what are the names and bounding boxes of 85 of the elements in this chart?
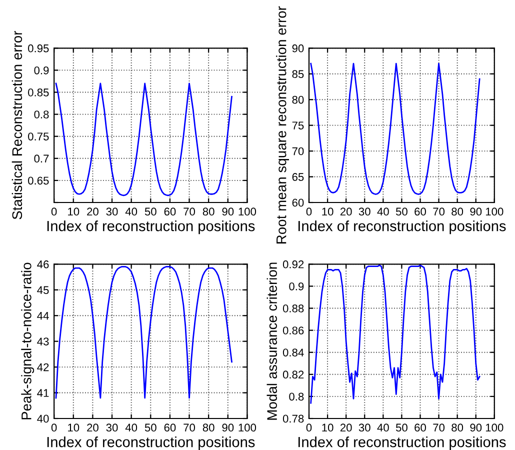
x-tick-label: 60 [164,424,176,432]
x-tick-label: 80 [452,424,464,432]
x-tick-label: 30 [358,424,370,432]
x-tick-label: 80 [202,424,214,432]
x-tick-label: 100 [486,208,504,216]
y-tick-label: 46 [37,260,49,268]
x-tick-label: 10 [68,424,80,432]
x-tick-label: 20 [340,424,352,432]
line-series [55,266,232,399]
y-axis-title: Peak-signal-to-noice-ratio [21,262,34,420]
x-tick-label: 30 [106,208,118,216]
x-tick-label: 10 [322,424,334,432]
y-tick-label: 0.84 [282,348,304,356]
y-tick-label: 0.75 [28,132,49,140]
x-tick-label: 100 [238,424,256,432]
y-tick-label: 80 [292,96,304,104]
y-tick-label: 0.9 [34,66,49,74]
y-tick-label: 40 [37,414,49,423]
y-tick-label: 0.86 [282,326,304,334]
y-tick-label: 90 [292,44,304,52]
x-tick-label: 20 [87,424,98,432]
y-tick-label: 85 [292,70,304,78]
x-tick-label: 80 [202,208,214,216]
x-tick-label: 50 [144,424,156,432]
x-axis-title: Index of reconstruction positions [298,220,506,234]
y-tick-label: 70 [292,147,304,156]
y-tick-label: 44 [37,312,49,320]
y-tick-label: 0.9 [289,282,304,290]
x-tick-label: 70 [184,208,196,216]
x-tick-label: 0 [306,424,312,432]
x-tick-label: 50 [396,424,408,432]
line-series [310,62,480,195]
x-tick-label: 0 [51,208,57,216]
x-tick-label: 90 [222,424,234,432]
y-tick-label: 41 [37,389,49,397]
x-tick-label: 10 [322,208,334,216]
x-tick-label: 40 [125,208,138,216]
x-tick-label: 90 [470,424,482,432]
y-tick-label: 75 [292,122,304,130]
x-tick-label: 70 [184,424,196,432]
y-tick-label: 65 [292,173,304,181]
x-axis-title: Index of reconstruction positions [298,436,506,450]
y-tick-label: 0.82 [282,370,304,379]
y-tick-label: 0.8 [34,110,49,118]
x-axis-title: Index of reconstruction positions [47,436,255,450]
y-tick-label: 0.65 [28,176,49,185]
x-tick-label: 30 [358,208,370,216]
x-tick-label: 90 [222,208,234,216]
x-tick-label: 90 [470,208,482,216]
x-tick-label: 70 [433,208,445,216]
x-tick-label: 70 [433,424,445,432]
x-tick-label: 60 [414,424,426,432]
y-axis-title: Root mean square reconstruction error [276,6,290,244]
y-tick-label: 0.8 [289,392,304,401]
x-tick-label: 50 [396,208,408,216]
x-tick-label: 10 [68,208,80,216]
line-series [310,264,480,404]
x-tick-label: 60 [414,208,426,216]
y-tick-label: 0.7 [34,154,49,163]
x-tick-label: 40 [377,208,389,216]
x-tick-label: 60 [164,208,176,216]
x-tick-label: 40 [125,424,138,432]
y-tick-label: 43 [37,338,49,346]
y-tick-label: 0.92 [282,260,304,268]
x-tick-label: 0 [51,424,57,432]
x-tick-label: 80 [452,208,464,216]
y-tick-label: 0.88 [282,304,304,312]
x-tick-label: 100 [238,208,256,216]
x-tick-label: 40 [377,424,389,432]
y-tick-label: 42 [37,363,49,372]
x-tick-label: 30 [106,424,118,432]
y-tick-label: 0.78 [282,414,304,423]
line-series [55,82,232,196]
y-tick-label: 60 [292,198,304,207]
y-tick-label: 0.95 [28,44,49,52]
x-tick-label: 100 [486,424,504,432]
x-tick-label: 20 [87,208,98,216]
y-tick-label: 0.85 [28,88,49,96]
x-axis-title: Index of reconstruction positions [47,220,255,234]
x-tick-label: 0 [306,208,312,216]
y-axis-title: Statistical Reconstruction error [12,30,22,220]
y-tick-label: 45 [37,286,49,294]
x-tick-label: 20 [340,208,352,216]
x-tick-label: 50 [144,208,156,216]
y-axis-title: Modal assurance criterion [266,262,277,420]
